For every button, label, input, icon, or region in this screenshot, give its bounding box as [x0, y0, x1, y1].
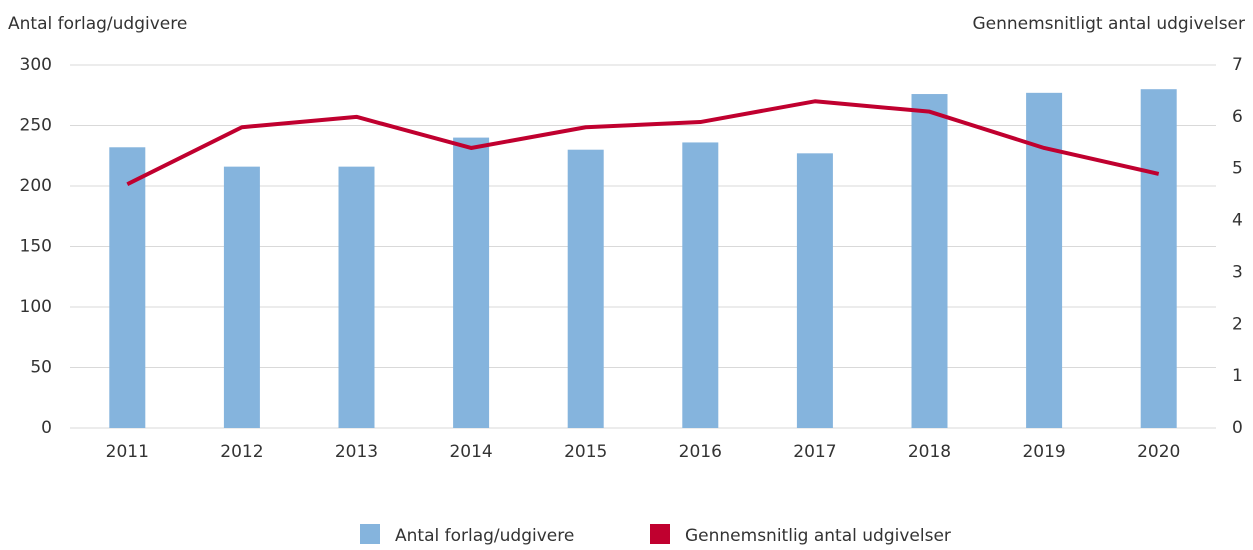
y-tick-label: 0 — [41, 418, 52, 438]
y-axis-title: Antal forlag/udgivere — [8, 14, 187, 34]
y2-axis-title: Gennemsnitligt antal udgivelser — [972, 14, 1245, 34]
bar — [796, 153, 833, 428]
x-tick-label: 2016 — [679, 442, 722, 462]
line — [126, 99, 1160, 187]
legend-label: Antal forlag/udgivere — [395, 526, 574, 546]
x-tick-label: 2020 — [1137, 442, 1180, 462]
y-tick-label: 50 — [30, 358, 52, 378]
x-tick-label: 2019 — [1022, 442, 1065, 462]
x-tick-label: 2015 — [564, 442, 607, 462]
y-tick-label: 100 — [20, 297, 52, 317]
y2-tick-label: 6 — [1232, 107, 1243, 127]
bar — [682, 142, 719, 428]
y-tick-label: 150 — [20, 237, 52, 257]
y2-tick-label: 2 — [1232, 314, 1243, 334]
y2-tick-label: 5 — [1232, 159, 1243, 179]
x-tick-label: 2011 — [106, 442, 149, 462]
bar — [911, 94, 948, 428]
y2-tick-label: 1 — [1232, 366, 1243, 386]
legend-swatch — [650, 524, 670, 544]
y2-tick-label: 4 — [1232, 211, 1243, 231]
bar — [109, 147, 146, 428]
x-tick-label: 2014 — [449, 442, 492, 462]
bar — [1140, 89, 1177, 428]
y-tick-label: 250 — [20, 116, 52, 136]
x-tick-label: 2018 — [908, 442, 951, 462]
bar — [223, 166, 260, 428]
legend-swatch — [360, 524, 380, 544]
legend-label: Gennemsnitlig antal udgivelser — [685, 526, 951, 546]
bar — [453, 137, 490, 428]
y2-tick-label: 7 — [1232, 55, 1243, 75]
x-tick-label: 2017 — [793, 442, 836, 462]
bar — [338, 166, 375, 428]
bar — [567, 149, 604, 428]
y-tick-label: 300 — [20, 55, 52, 75]
y2-tick-label: 0 — [1232, 418, 1243, 438]
y-tick-label: 200 — [20, 176, 52, 196]
x-tick-label: 2013 — [335, 442, 378, 462]
y2-tick-label: 3 — [1232, 262, 1243, 282]
x-tick-label: 2012 — [220, 442, 263, 462]
